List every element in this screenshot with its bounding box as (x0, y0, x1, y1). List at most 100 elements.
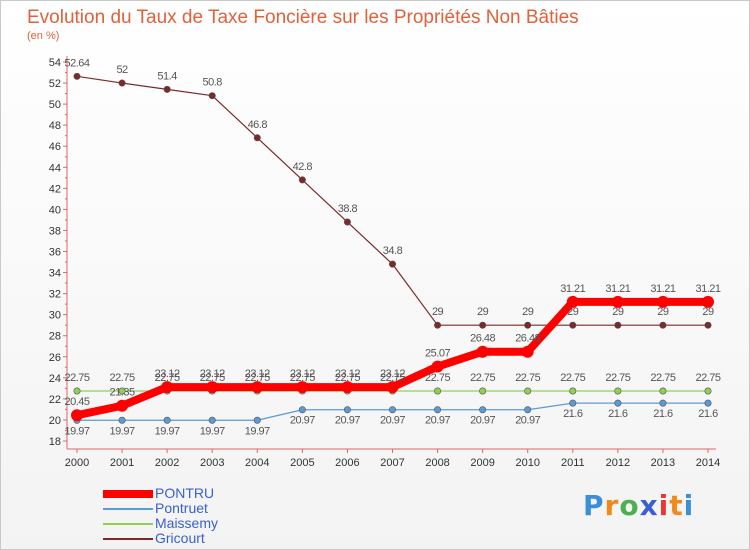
y-tick-label: 30 (49, 310, 61, 322)
data-label-maissemy: 22.75 (335, 372, 360, 384)
data-label-pontru: 20.45 (64, 396, 89, 408)
legend-label: Pontruet (155, 500, 208, 516)
data-point-gricourt (434, 321, 442, 329)
y-tick-label: 34 (49, 268, 61, 280)
data-label-maissemy: 22.75 (155, 372, 180, 384)
data-label-maissemy: 22.75 (64, 372, 89, 384)
data-point-maissemy (659, 387, 667, 395)
data-label-pontru: 23.12 (335, 368, 360, 380)
data-point-pontru (521, 345, 534, 358)
data-point-pontru (116, 399, 129, 412)
data-point-pontruet (434, 406, 442, 414)
data-label-pontru: 23.12 (290, 368, 315, 380)
data-label-maissemy: 22.75 (560, 372, 585, 384)
data-point-pontru (386, 381, 399, 394)
data-point-gricourt (704, 321, 712, 329)
data-label-maissemy: 22.75 (290, 372, 315, 384)
data-point-pontru (251, 381, 264, 394)
data-label-maissemy: 22.75 (245, 372, 270, 384)
data-point-maissemy (614, 387, 622, 395)
data-point-pontruet (298, 406, 306, 414)
data-label-gricourt: 51.4 (157, 70, 177, 82)
data-point-pontruet (614, 399, 622, 407)
y-tick-label: 54 (49, 57, 61, 69)
data-point-pontruet (343, 406, 351, 414)
data-point-maissemy (118, 387, 126, 395)
data-label-pontru: 26.48 (515, 333, 540, 345)
y-tick-label: 46 (49, 141, 61, 153)
y-tick-label: 52 (49, 78, 61, 90)
logo-letter: t (669, 489, 684, 522)
data-point-gricourt (524, 321, 532, 329)
x-tick-label: 2000 (65, 457, 89, 469)
data-point-maissemy (524, 387, 532, 395)
x-tick-label: 2008 (425, 457, 449, 469)
data-point-pontruet (163, 416, 171, 424)
data-point-pontruet (524, 406, 532, 414)
data-label-maissemy: 22.75 (200, 372, 225, 384)
data-label-pontru: 31.21 (560, 283, 585, 295)
y-tick-label: 50 (49, 99, 61, 111)
data-label-gricourt: 50.8 (203, 77, 223, 89)
data-point-maissemy (569, 387, 577, 395)
data-label-gricourt: 29 (567, 306, 579, 318)
chart-data-labels: 20.45 21.35 23.12 23.12 23.12 23.12 23.12 23.12… (64, 57, 721, 437)
data-label-pontru: 31.21 (695, 283, 720, 295)
data-label-pontruet: 21.6 (698, 408, 718, 420)
data-label-gricourt: 46.8 (248, 119, 268, 131)
data-label-gricourt: 29 (702, 306, 714, 318)
legend-label: PONTRU (155, 485, 215, 501)
x-tick-label: 2003 (200, 457, 224, 469)
data-point-pontru (476, 345, 489, 358)
data-label-gricourt: 29 (657, 306, 669, 318)
data-point-pontruet (208, 416, 216, 424)
data-point-gricourt (298, 176, 306, 184)
data-label-gricourt: 52.64 (64, 57, 89, 69)
data-point-pontru (161, 381, 174, 394)
data-label-pontruet: 20.97 (290, 415, 315, 427)
data-label-pontru: 23.12 (200, 368, 225, 380)
legend-swatch (103, 538, 153, 540)
x-tick-label: 2002 (155, 457, 179, 469)
y-tick-label: 40 (49, 204, 61, 216)
data-point-pontru (656, 295, 669, 308)
data-label-pontru: 21.35 (110, 387, 135, 399)
data-point-pontru (206, 381, 219, 394)
y-tick-label: 44 (49, 162, 61, 174)
chart-title: Evolution du Taux de Taxe Foncière sur l… (27, 7, 579, 28)
data-label-pontru: 31.21 (650, 283, 675, 295)
data-point-pontru (341, 381, 354, 394)
y-tick-label: 48 (49, 120, 61, 132)
data-point-gricourt (118, 79, 126, 87)
logo-letter: o (619, 489, 640, 522)
data-point-gricourt (659, 321, 667, 329)
data-label-pontru: 31.21 (605, 283, 630, 295)
data-label-maissemy: 22.75 (650, 372, 675, 384)
data-label-maissemy: 22.75 (605, 372, 630, 384)
data-label-pontru: 25.07 (425, 348, 450, 360)
data-label-gricourt: 29 (612, 306, 624, 318)
data-point-gricourt (208, 92, 216, 100)
y-tick-label: 36 (49, 247, 61, 259)
data-point-maissemy (73, 387, 81, 395)
data-label-pontruet: 19.97 (110, 425, 135, 437)
x-tick-label: 2012 (606, 457, 630, 469)
data-point-pontru (702, 295, 714, 308)
data-label-pontruet: 20.97 (380, 415, 405, 427)
data-label-gricourt: 52 (116, 64, 128, 76)
series-line-pontru (73, 297, 712, 420)
data-point-maissemy (434, 387, 442, 395)
proxiti-logo: Proxiti (583, 489, 694, 522)
data-point-gricourt (479, 321, 487, 329)
chart-series-layer (71, 72, 714, 424)
x-tick-label: 2010 (515, 457, 539, 469)
data-point-pontruet (253, 416, 261, 424)
data-label-pontruet: 20.97 (515, 415, 540, 427)
data-label-pontruet: 21.6 (563, 408, 583, 420)
x-tick-label: 2001 (110, 457, 134, 469)
data-label-pontruet: 21.6 (653, 408, 673, 420)
x-tick-label: 2007 (380, 457, 404, 469)
data-point-pontruet (569, 399, 577, 407)
